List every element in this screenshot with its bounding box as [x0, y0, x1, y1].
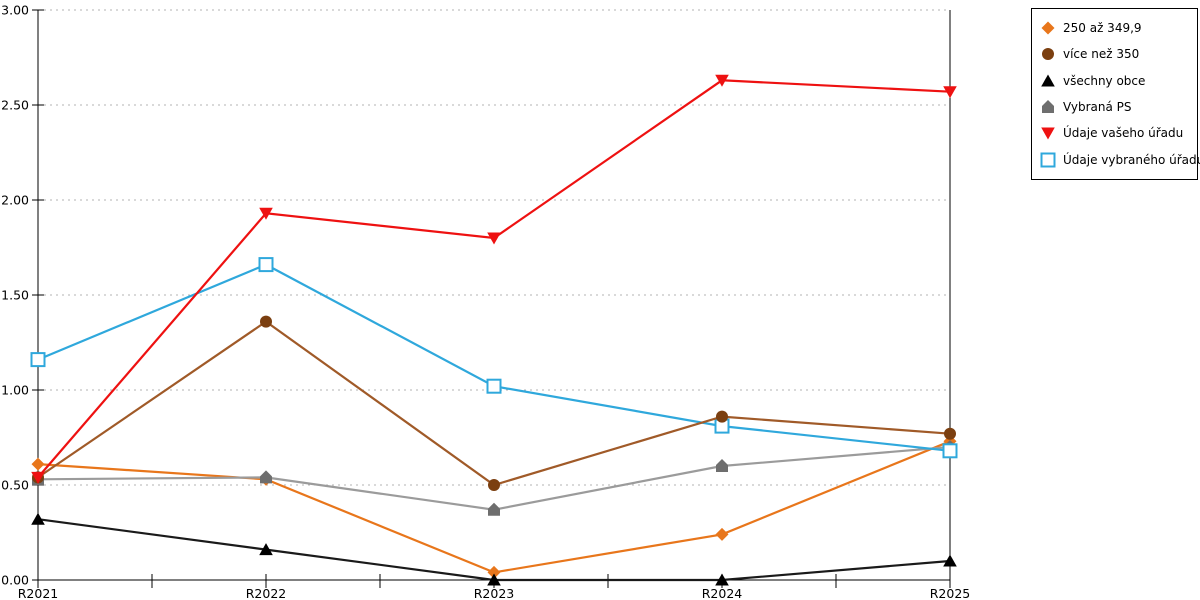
svg-text:3.00: 3.00: [1, 3, 29, 18]
legend-item: Údaje vašeho úřadu: [1040, 124, 1189, 142]
legend-label: více než 350: [1063, 47, 1140, 62]
legend-item: 250 až 349,9: [1040, 19, 1189, 37]
svg-text:R2022: R2022: [246, 586, 287, 600]
legend-label: Údaje vašeho úřadu: [1063, 126, 1184, 141]
svg-text:1.50: 1.50: [1, 288, 29, 303]
legend-marker-circle-icon: [1040, 46, 1056, 62]
svg-text:1.00: 1.00: [1, 383, 29, 398]
legend-item: Údaje vybraného úřadu: [1040, 151, 1200, 169]
legend-item: více než 350: [1040, 45, 1189, 63]
legend-marker-triangle-up-icon: [1040, 73, 1056, 89]
legend-item: všechny obce: [1040, 72, 1189, 90]
legend-label: 250 až 349,9: [1063, 21, 1142, 36]
svg-text:0.00: 0.00: [1, 573, 29, 588]
svg-text:0.50: 0.50: [1, 478, 29, 493]
svg-text:R2021: R2021: [18, 586, 59, 600]
svg-text:R2024: R2024: [702, 586, 743, 600]
legend-marker-triangle-down-icon: [1040, 125, 1056, 141]
svg-text:2.50: 2.50: [1, 98, 29, 113]
svg-text:R2023: R2023: [474, 586, 515, 600]
legend-label: všechny obce: [1063, 73, 1146, 88]
svg-text:R2025: R2025: [930, 586, 971, 600]
legend-item: Vybraná PS: [1040, 98, 1189, 116]
legend-label: Vybraná PS: [1063, 100, 1132, 115]
legend-marker-square-open-icon: [1040, 152, 1056, 168]
legend: 250 až 349,9 více než 350 všechny obce V…: [1031, 8, 1200, 180]
legend-marker-diamond-icon: [1040, 20, 1056, 36]
legend-label: Údaje vybraného úřadu: [1063, 152, 1200, 167]
svg-text:2.00: 2.00: [1, 193, 29, 208]
legend-marker-pentagon-icon: [1040, 99, 1056, 115]
